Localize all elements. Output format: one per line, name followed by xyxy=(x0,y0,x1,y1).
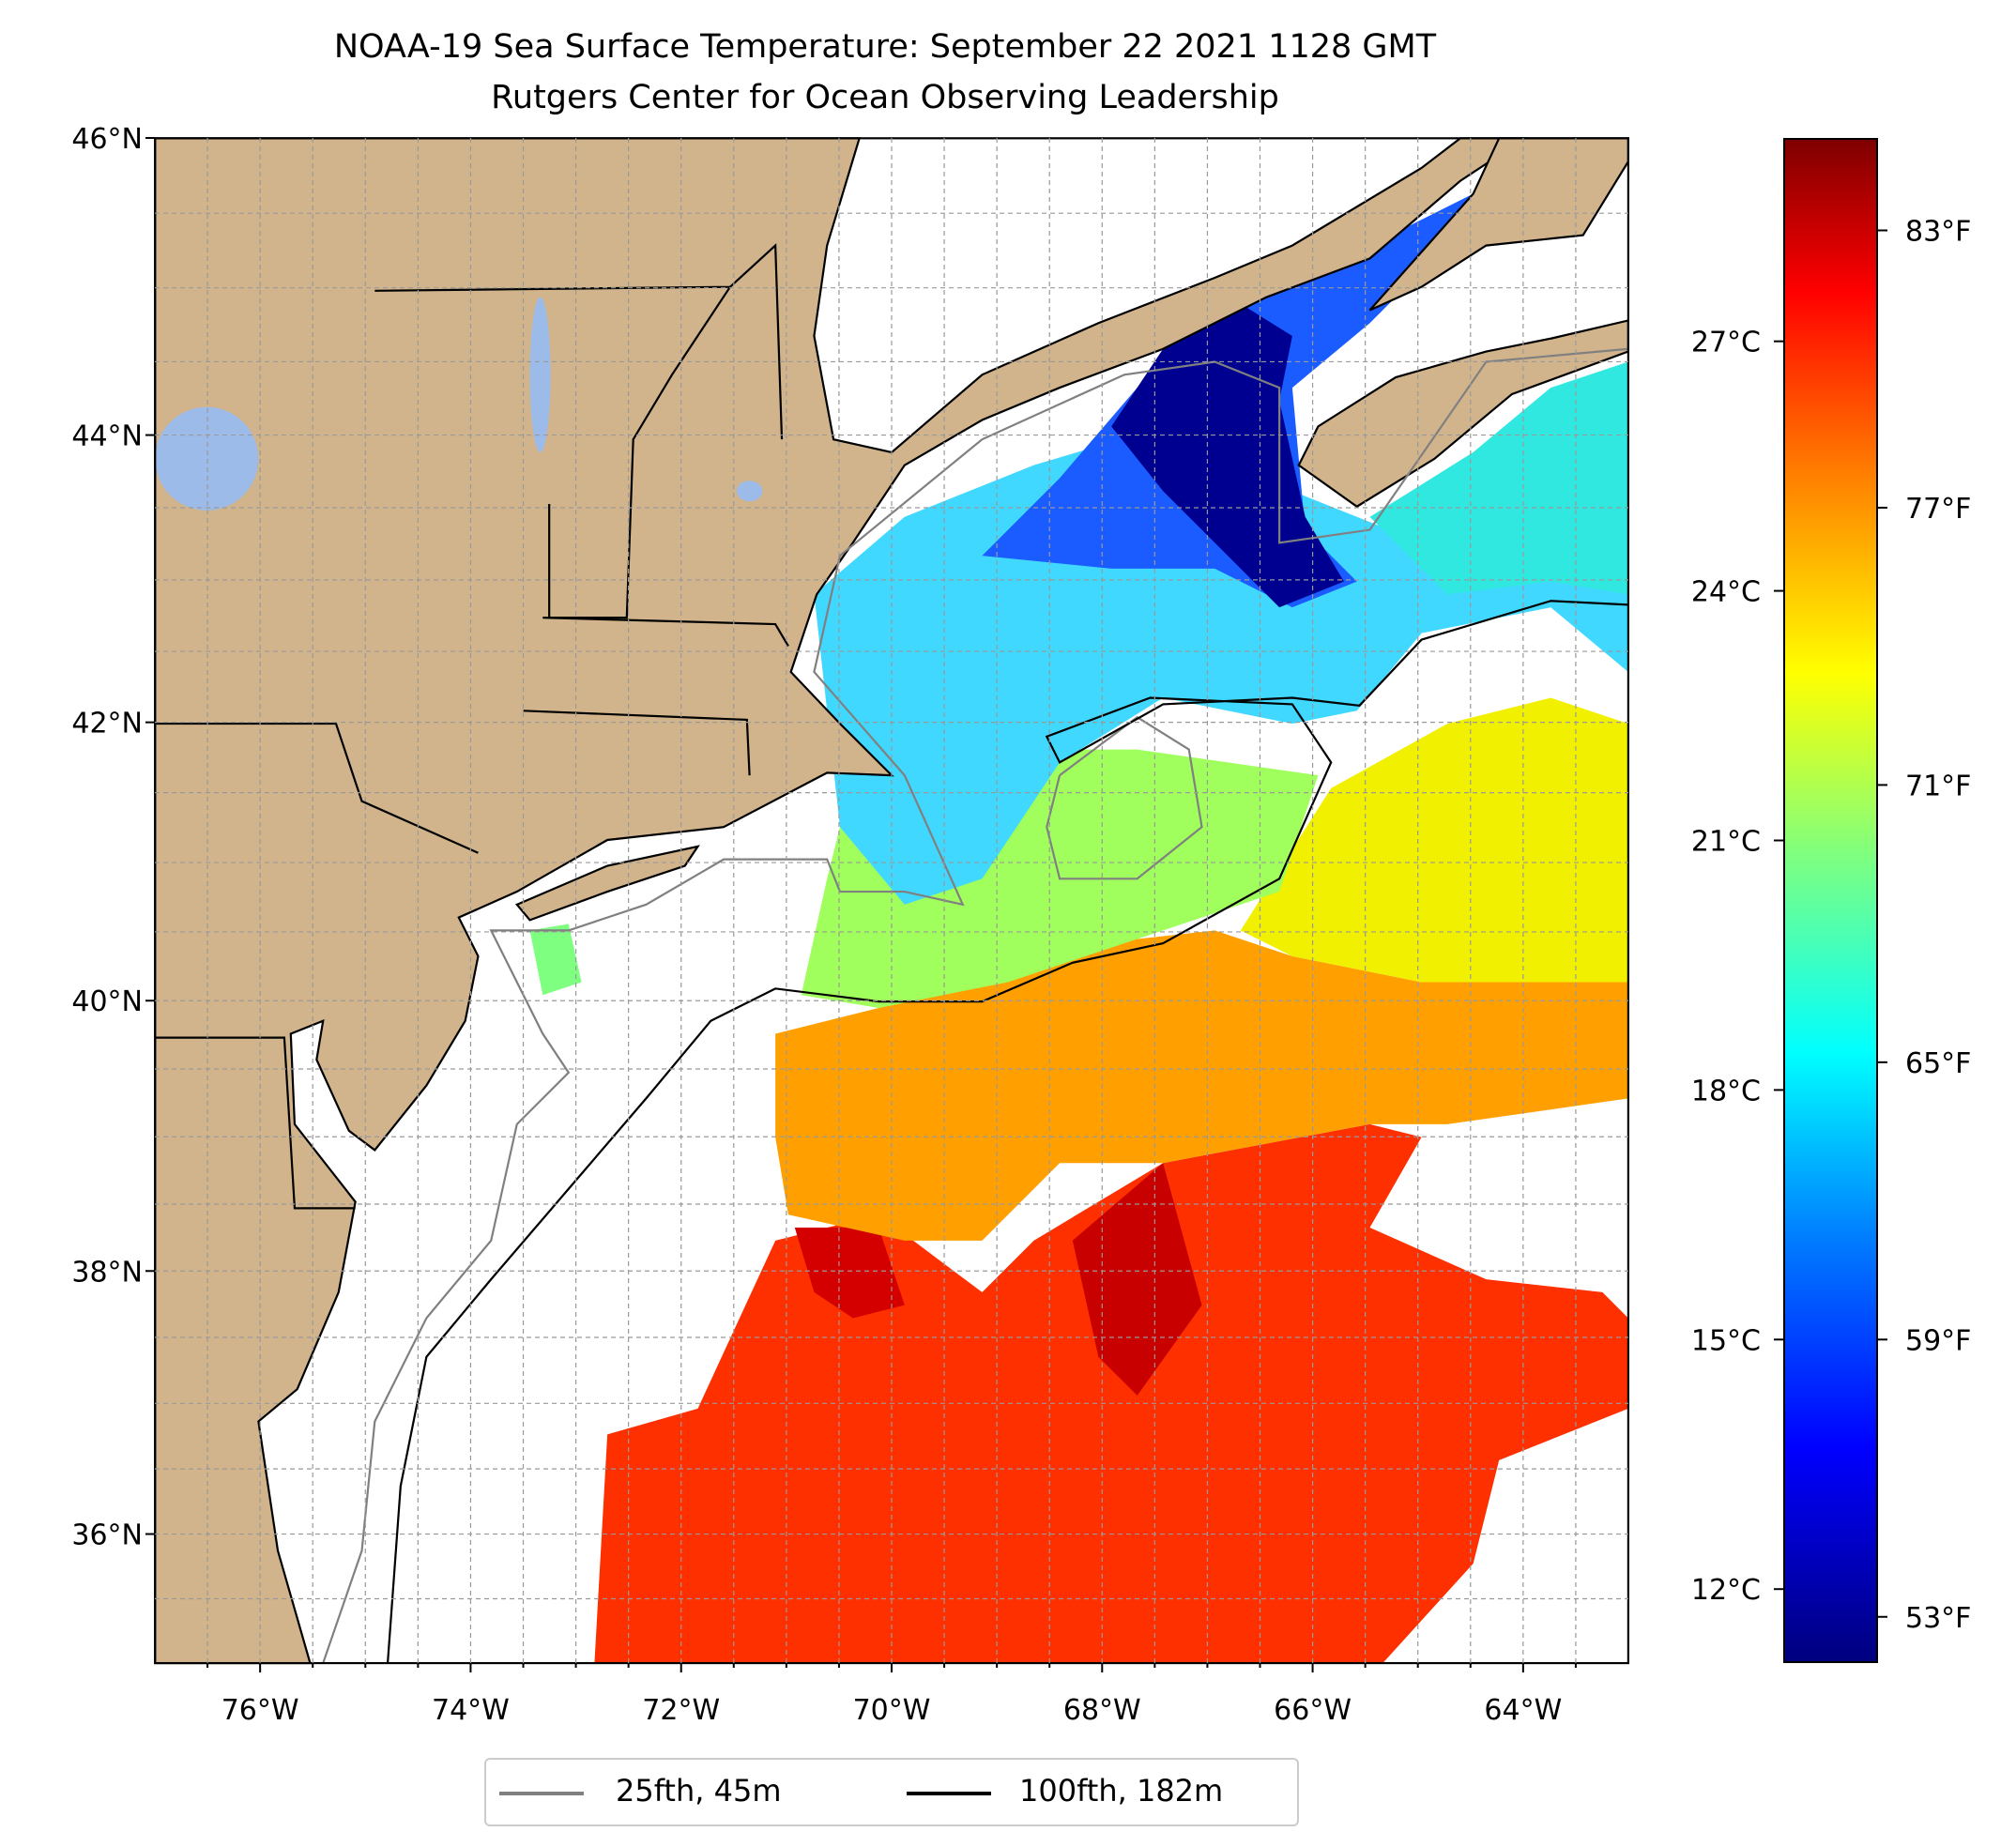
sst-slope-yellow xyxy=(1240,697,1628,983)
border-ny-pa xyxy=(155,722,479,854)
y-tick-label: 36°N xyxy=(71,1519,143,1552)
colorbar-celsius-label: 12°C xyxy=(1691,1574,1761,1607)
legend-line-100fth xyxy=(907,1792,991,1795)
y-tick-label: 46°N xyxy=(71,123,143,156)
colorbar-fahrenheit-label: 53°F xyxy=(1905,1602,1971,1635)
x-tick-label: 66°W xyxy=(1274,1694,1352,1727)
y-tick-label: 40°N xyxy=(71,985,143,1018)
colorbar-fahrenheit-label: 65°F xyxy=(1905,1047,1971,1080)
chart-title: NOAA-19 Sea Surface Temperature: Septemb… xyxy=(333,28,1437,66)
sst-gulf-stream-darkred xyxy=(794,1228,905,1319)
colorbar-celsius-label: 27°C xyxy=(1691,327,1761,359)
legend-label-100fth: 100fth, 182m xyxy=(1019,1773,1224,1809)
x-tick-label: 72°W xyxy=(642,1694,720,1727)
colorbar-celsius-label: 15°C xyxy=(1691,1324,1761,1357)
lakes xyxy=(155,297,763,511)
sst-fundy-darkblue xyxy=(1111,303,1344,608)
state-borders xyxy=(155,243,789,1210)
y-tick-label: 42°N xyxy=(71,708,143,740)
legend: 25fth, 45m 100fth, 182m xyxy=(484,1758,1299,1826)
land-long-island xyxy=(514,845,700,922)
lake-champlain xyxy=(529,297,551,452)
colorbar-fahrenheit-label: 83°F xyxy=(1905,215,1971,248)
y-tick-label: 44°N xyxy=(71,420,143,453)
colorbar xyxy=(1783,138,1878,1663)
border-vt-nh xyxy=(548,286,731,619)
contour-25fth xyxy=(322,347,1628,1664)
colorbar-celsius-label: 24°C xyxy=(1691,576,1761,609)
land xyxy=(154,137,1629,1665)
x-tick-label: 70°W xyxy=(853,1694,931,1727)
colorbar-fahrenheit-label: 77°F xyxy=(1905,493,1971,526)
sst-warm-orange xyxy=(775,930,1628,1241)
lake-ontario xyxy=(155,406,259,511)
axes: 76°W 74°W 72°W 70°W 68°W 66°W 64°W 36°N 38°N 40°N… xyxy=(71,123,1971,1727)
border-md xyxy=(155,1036,356,1210)
legend-line-25fth xyxy=(499,1792,584,1795)
x-tick-label: 74°W xyxy=(432,1694,510,1727)
y-tick-label: 38°N xyxy=(71,1256,143,1289)
x-tick-label: 76°W xyxy=(221,1694,299,1727)
border-ct xyxy=(523,710,751,776)
x-tick-label: 68°W xyxy=(1063,1694,1141,1727)
colorbar-celsius-label: 18°C xyxy=(1691,1075,1761,1107)
colorbar-celsius-label: 21°C xyxy=(1691,825,1761,858)
x-tick-label: 64°W xyxy=(1484,1694,1562,1727)
moosehead-lake xyxy=(736,481,763,502)
border-ma xyxy=(542,617,789,648)
legend-label-25fth: 25fth, 45m xyxy=(616,1773,782,1809)
sst-scotian-cyan xyxy=(1369,361,1628,595)
colorbar-fahrenheit-label: 71°F xyxy=(1905,770,1971,802)
colorbar-fahrenheit-label: 59°F xyxy=(1905,1324,1971,1357)
sst-mab-patch xyxy=(529,924,582,996)
border-ny-vt xyxy=(374,243,784,440)
chart-subtitle: Rutgers Center for Ocean Observing Leade… xyxy=(491,79,1279,116)
land-us xyxy=(154,137,1529,1665)
